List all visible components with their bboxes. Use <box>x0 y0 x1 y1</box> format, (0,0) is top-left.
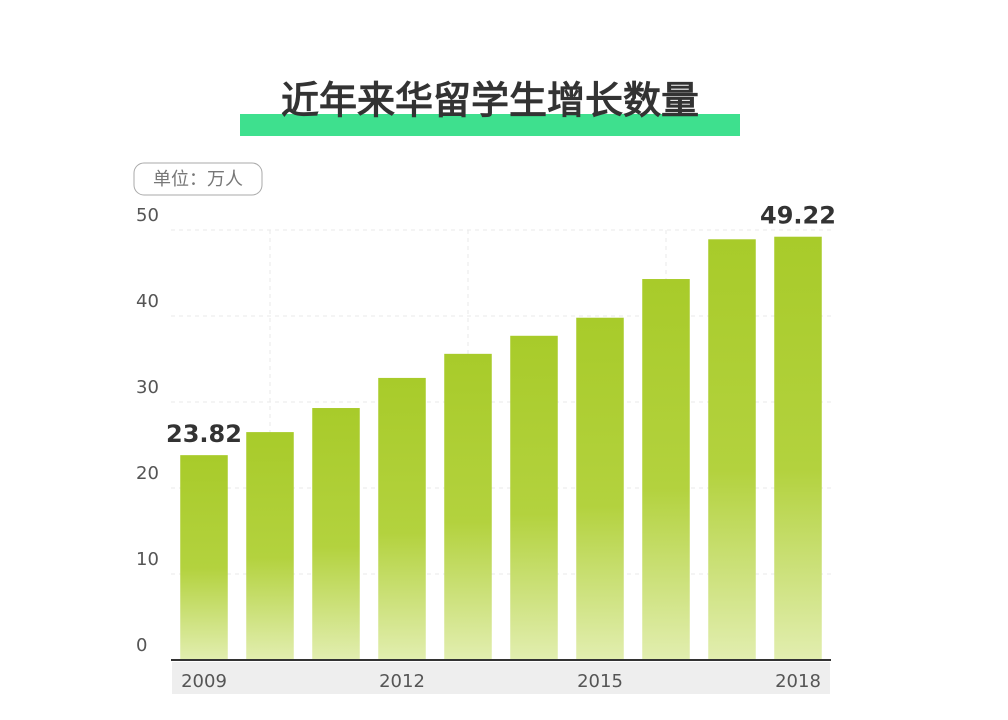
y-tick-label: 0 <box>136 635 147 656</box>
data-label: 23.82 <box>166 420 242 448</box>
unit-box <box>133 162 263 196</box>
x-tick-label: 2009 <box>181 671 227 692</box>
bar <box>246 432 294 660</box>
bar <box>510 335 558 660</box>
bar <box>576 317 624 660</box>
bar <box>378 377 426 660</box>
chart-title: 近年来华留学生增长数量 <box>281 79 699 123</box>
y-tick-label: 30 <box>136 377 159 398</box>
y-tick-label: 40 <box>136 291 159 312</box>
title-highlight <box>240 114 740 136</box>
bar <box>180 455 228 660</box>
x-tick-label: 2015 <box>577 671 623 692</box>
y-tick-label: 50 <box>136 205 159 226</box>
x-tick-label: 2012 <box>379 671 425 692</box>
x-tick-label: 2018 <box>775 671 821 692</box>
bar <box>444 353 492 660</box>
bar <box>708 239 756 660</box>
y-tick-label: 10 <box>136 549 159 570</box>
y-tick-label: 20 <box>136 463 159 484</box>
bar <box>312 408 360 660</box>
unit-label: 单位：万人 <box>153 169 243 190</box>
data-label: 49.22 <box>760 202 836 230</box>
bar <box>642 279 690 660</box>
bar <box>774 236 822 660</box>
x-axis-band <box>172 662 830 694</box>
